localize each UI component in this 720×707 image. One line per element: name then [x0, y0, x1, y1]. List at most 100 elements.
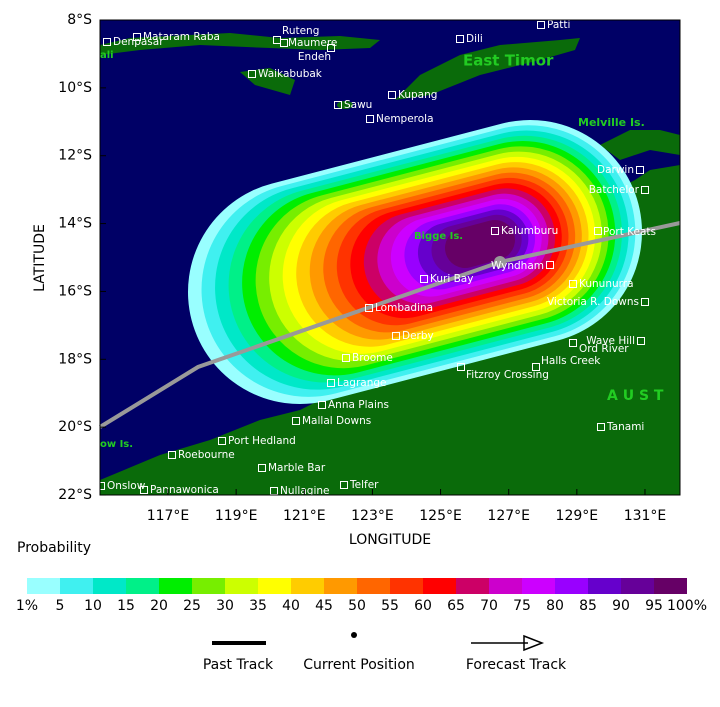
place-marker: [365, 304, 373, 312]
legend-label: Forecast Track: [466, 657, 567, 673]
lat-tick-label: 12°S: [58, 148, 92, 164]
place-marker: [388, 91, 396, 99]
place-label: Darwin: [597, 164, 634, 176]
place-label: Waikabubak: [258, 68, 323, 80]
lon-tick-label: 119°E: [215, 508, 258, 524]
place-marker: [636, 166, 644, 174]
legend: Past Track Current Position Forecast Tra…: [203, 632, 567, 673]
place-marker: [133, 33, 141, 41]
place-label: Batchelor: [589, 184, 640, 196]
place-label: Port Keats: [603, 226, 656, 238]
colorbar-title: Probability: [17, 540, 91, 556]
colorbar-label: 50: [348, 598, 366, 614]
colorbar-swatch: [27, 578, 60, 594]
place-label: Lagrange: [337, 377, 386, 389]
colorbar-label: 15: [117, 598, 135, 614]
colorbar-swatch: [126, 578, 159, 594]
place-label: Telfer: [349, 479, 379, 491]
colorbar-swatch: [654, 578, 687, 594]
colorbar-swatch: [60, 578, 93, 594]
lat-tick-label: 18°S: [58, 351, 92, 367]
colorbar-label: 1%: [16, 598, 38, 614]
region-label: East Timor: [463, 52, 554, 70]
place-label: Kalumburu: [501, 225, 558, 237]
place-marker: [140, 486, 148, 494]
place-marker: [420, 275, 428, 283]
place-marker: [641, 298, 649, 306]
place-marker: [537, 21, 545, 29]
place-marker: [97, 482, 105, 490]
place-label: Ord River: [579, 343, 629, 355]
region-label: ali: [100, 50, 114, 61]
place-label: Mataram Raba: [143, 31, 220, 43]
place-marker: [292, 417, 300, 425]
lat-tick-label: 20°S: [58, 419, 92, 435]
place-marker: [103, 38, 111, 46]
colorbar-label: 20: [150, 598, 168, 614]
colorbar-swatch: [291, 578, 324, 594]
swath-level: [445, 220, 515, 268]
place-label: Broome: [352, 352, 393, 364]
place-label: Wave Hill: [586, 335, 635, 347]
place-label: Endeh: [298, 51, 331, 63]
colorbar-swatch: [258, 578, 291, 594]
place-label: Halls Creek: [541, 355, 601, 367]
lon-tick-label: 127°E: [487, 508, 530, 524]
place-marker: [327, 379, 335, 387]
lat-tick-label: 16°S: [58, 283, 92, 299]
lon-tick-label: 123°E: [351, 508, 394, 524]
colorbar-label: 40: [282, 598, 300, 614]
place-label: Derby: [402, 330, 434, 342]
place-marker: [637, 337, 645, 345]
lon-tick-label: 131°E: [624, 508, 667, 524]
region-label: Melville Is.: [578, 116, 645, 129]
place-label: Tanami: [606, 421, 644, 433]
colorbar-label: 35: [249, 598, 267, 614]
place-marker: [491, 227, 499, 235]
place-marker: [597, 423, 605, 431]
place-marker: [457, 363, 465, 371]
place-label: Pannawonica: [150, 484, 219, 496]
colorbar-swatch: [555, 578, 588, 594]
lon-tick-label: 117°E: [147, 508, 190, 524]
place-marker: [546, 261, 554, 269]
x-axis-label: LONGITUDE: [349, 532, 431, 548]
place-label: Onslow: [107, 480, 146, 492]
lat-tick-label: 22°S: [58, 487, 92, 503]
colorbar-swatch: [159, 578, 192, 594]
region-label: ow Is.: [100, 439, 133, 450]
colorbar-swatch: [93, 578, 126, 594]
colorbar-swatch: [390, 578, 423, 594]
colorbar-label: 30: [216, 598, 234, 614]
lat-tick-label: 8°S: [67, 12, 92, 28]
place-label: Maumere: [288, 37, 337, 49]
place-label: Nemperola: [376, 113, 434, 125]
colorbar-label: 5: [56, 598, 65, 614]
place-label: Denpasar: [113, 36, 164, 48]
lat-tick-label: 14°S: [58, 216, 92, 232]
place-label: Port Hedland: [228, 435, 296, 447]
place-marker: [280, 39, 288, 47]
colorbar-label: 100%: [667, 598, 707, 614]
colorbar-label: 45: [315, 598, 333, 614]
place-label: Kununurra: [579, 278, 634, 290]
colorbar-swatch: [225, 578, 258, 594]
colorbar-label: 95: [645, 598, 663, 614]
probability-swath: [188, 120, 642, 404]
colorbar-swatch: [192, 578, 225, 594]
place-marker: [532, 363, 540, 371]
lat-tick-label: 10°S: [58, 80, 92, 96]
colorbar-label: 75: [513, 598, 531, 614]
colorbar-swatch: [588, 578, 621, 594]
legend-label: Past Track: [203, 657, 274, 673]
colorbar-label: 10: [84, 598, 102, 614]
place-marker: [318, 401, 326, 409]
place-label: Lombadina: [375, 302, 433, 314]
colorbar-label: 85: [579, 598, 597, 614]
track: [98, 221, 681, 429]
colorbar-label: 65: [447, 598, 465, 614]
place-marker: [334, 101, 342, 109]
lon-tick-label: 125°E: [419, 508, 462, 524]
place-label: Ruteng: [282, 25, 319, 37]
